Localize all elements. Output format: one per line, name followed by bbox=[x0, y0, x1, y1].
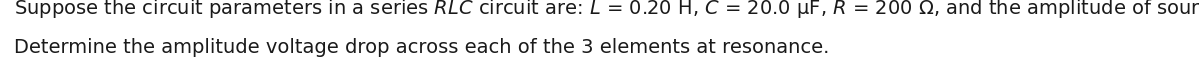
Text: Suppose the circuit parameters in a series $\mathit{RLC}$ circuit are: $\mathit{: Suppose the circuit parameters in a seri… bbox=[14, 0, 1200, 20]
Text: Determine the amplitude voltage drop across each of the 3 elements at resonance.: Determine the amplitude voltage drop acr… bbox=[14, 38, 829, 57]
